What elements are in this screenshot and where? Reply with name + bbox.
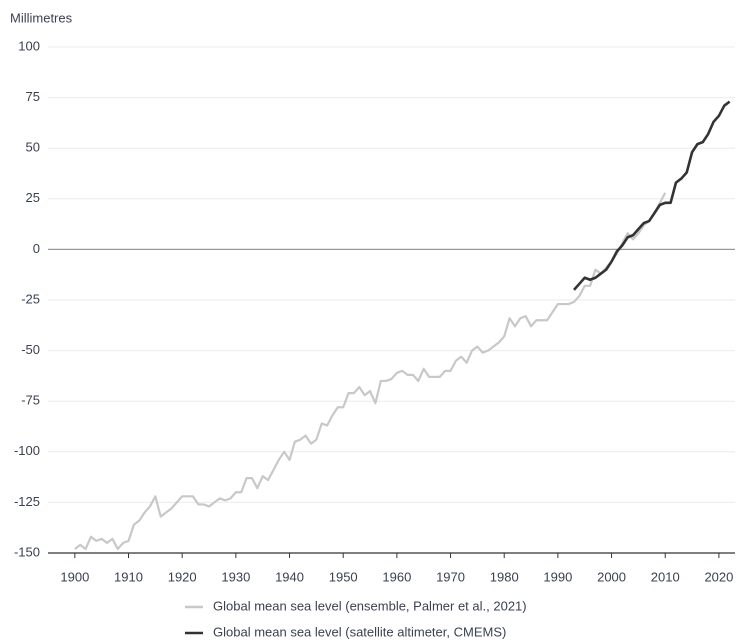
y-tick-label: -75 xyxy=(21,393,40,408)
x-tick-label: 1910 xyxy=(114,569,143,584)
y-tick-label: 0 xyxy=(33,241,40,256)
y-tick-label: 75 xyxy=(26,89,40,104)
y-tick-label: -25 xyxy=(21,291,40,306)
y-tick-label: -125 xyxy=(14,494,40,509)
legend-label: Global mean sea level (satellite altimet… xyxy=(213,624,506,639)
line xyxy=(74,192,667,551)
y-tick-label: -50 xyxy=(21,342,40,357)
y-tick-label: -100 xyxy=(14,443,40,458)
x-tick-label: 1900 xyxy=(60,569,89,584)
x-tick-label: 1960 xyxy=(382,569,411,584)
x-tick-label: 2010 xyxy=(651,569,680,584)
x-tick-label: 2020 xyxy=(704,569,733,584)
line xyxy=(573,100,731,291)
y-tick-label: 25 xyxy=(26,190,40,205)
x-tick-label: 2000 xyxy=(597,569,626,584)
y-tick-label: 50 xyxy=(26,140,40,155)
x-tick-label: 1990 xyxy=(543,569,572,584)
legend-label: Global mean sea level (ensemble, Palmer … xyxy=(213,598,527,613)
y-axis-label: Millimetres xyxy=(10,10,73,25)
y-tick-label: 100 xyxy=(18,38,40,53)
y-tick-label: -150 xyxy=(14,544,40,559)
x-tick-label: 1940 xyxy=(275,569,304,584)
x-tick-label: 1980 xyxy=(490,569,519,584)
x-tick-label: 1950 xyxy=(329,569,358,584)
x-tick-label: 1970 xyxy=(436,569,465,584)
x-tick-label: 1920 xyxy=(168,569,197,584)
x-tick-label: 1930 xyxy=(221,569,250,584)
